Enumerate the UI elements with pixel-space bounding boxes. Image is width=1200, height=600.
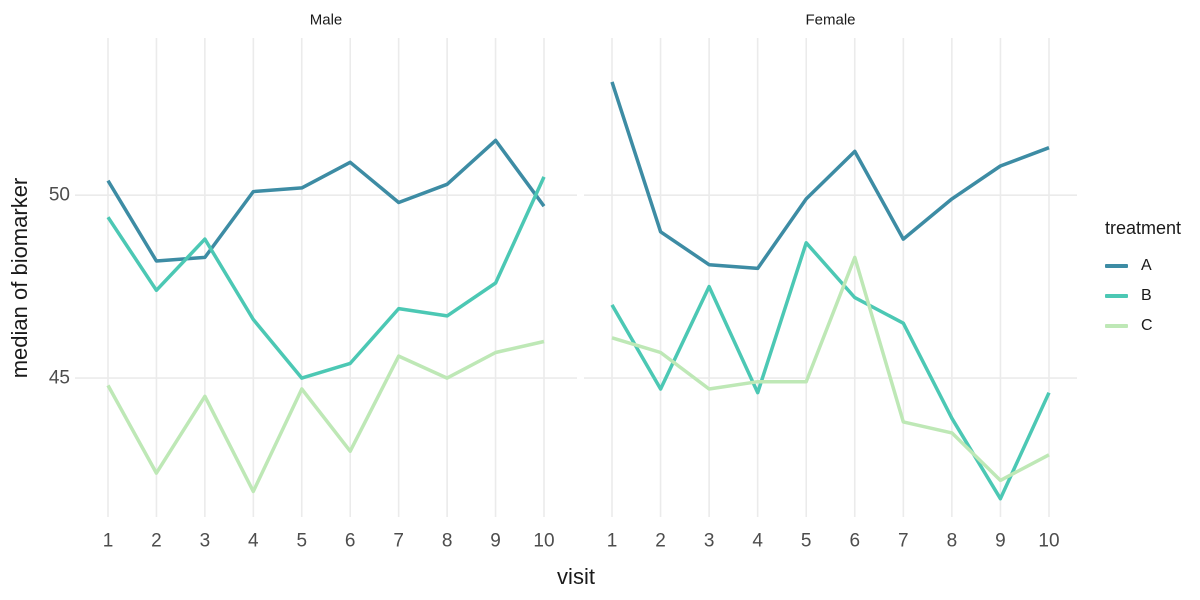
legend-line-swatch	[1105, 324, 1128, 328]
x-tick-label: 7	[898, 531, 909, 552]
y-tick-label: 50	[49, 185, 70, 206]
x-tick-label: 10	[1038, 531, 1059, 552]
x-tick-label: 10	[533, 531, 554, 552]
y-axis-title: median of biomarker	[7, 177, 32, 379]
legend-entry-c: C	[1105, 311, 1181, 341]
x-tick-label: 3	[200, 531, 211, 552]
series-line-female-b	[610, 241, 1051, 501]
x-tick-label: 3	[704, 531, 715, 552]
x-tick-label: 9	[490, 531, 501, 552]
x-tick-label: 8	[442, 531, 453, 552]
x-tick-label: 5	[296, 531, 307, 552]
x-tick-label: 2	[151, 531, 162, 552]
x-tick-label: 1	[607, 531, 618, 552]
x-tick-label: 9	[995, 531, 1006, 552]
x-axis-title: visit	[557, 564, 595, 589]
legend-title: treatment	[1105, 218, 1182, 238]
x-tick-label: 4	[752, 531, 763, 552]
legend-line-swatch	[1105, 264, 1128, 268]
x-tick-label: 8	[947, 531, 958, 552]
legend-entry-label: C	[1141, 317, 1153, 334]
series-line-female-c	[611, 255, 1050, 483]
x-tick-label: 4	[248, 531, 259, 552]
legend-line-swatch	[1105, 294, 1128, 298]
series-line-male-a	[106, 138, 546, 263]
series-line-male-b	[106, 176, 546, 380]
legend-entry-b: B	[1105, 281, 1181, 311]
series-line-female-a	[610, 81, 1050, 271]
facet-label: Male	[310, 12, 343, 29]
x-tick-label: 2	[655, 531, 666, 552]
legend-entry-label: B	[1141, 287, 1152, 304]
x-tick-label: 1	[103, 531, 114, 552]
x-tick-label: 6	[345, 531, 356, 552]
y-tick-label: 45	[49, 368, 70, 389]
facet-label: Female	[805, 12, 855, 29]
legend-entry-a: A	[1105, 251, 1181, 281]
series-line-male-c	[106, 339, 545, 494]
x-tick-label: 7	[393, 531, 404, 552]
x-tick-label: 6	[849, 531, 860, 552]
x-tick-label: 5	[801, 531, 812, 552]
legend-entry-label: A	[1141, 257, 1152, 274]
